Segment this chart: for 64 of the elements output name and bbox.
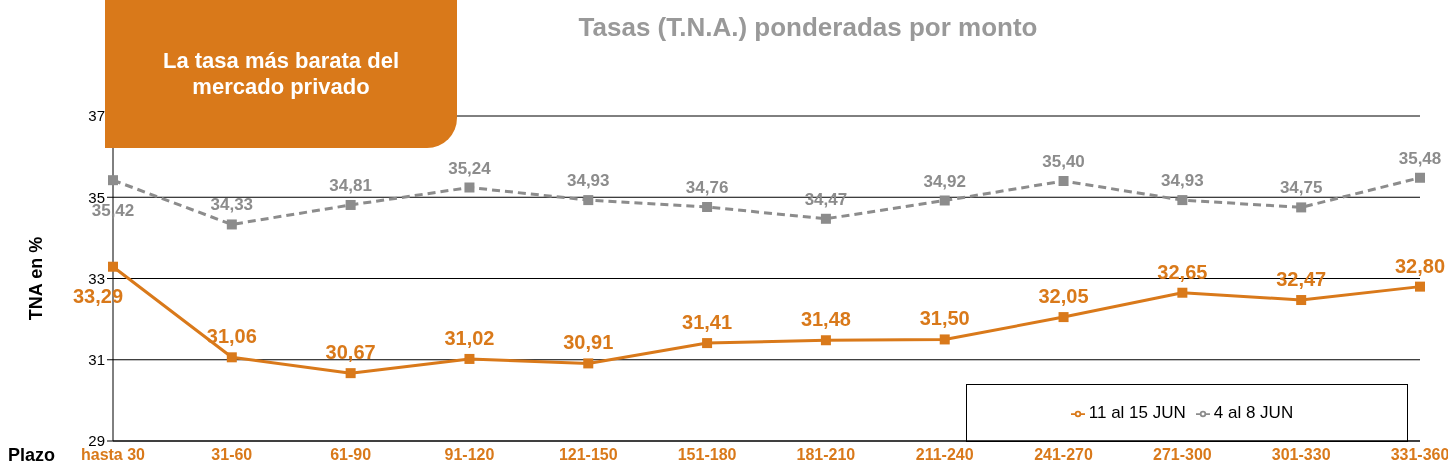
point [702, 202, 713, 212]
point [226, 352, 237, 363]
point [1177, 287, 1188, 298]
x-axis-title: Plazo [8, 445, 56, 466]
x-tick-label: 331-360 [1390, 446, 1449, 464]
data-label: 34,92 [923, 171, 966, 191]
data-label: 31,50 [919, 307, 970, 330]
data-label: 31,06 [206, 325, 257, 348]
y-tick-label: 33 [88, 269, 105, 287]
data-label: 32,05 [1038, 285, 1089, 308]
x-tick-label: 121-150 [558, 446, 618, 464]
point [702, 338, 713, 349]
data-label: 30,91 [563, 331, 614, 354]
point [939, 195, 950, 206]
point [1058, 312, 1069, 323]
data-label: 31,41 [682, 311, 733, 334]
data-label: 34,75 [1279, 178, 1323, 198]
point [1415, 172, 1425, 183]
point [939, 334, 950, 345]
data-label: 34,93 [567, 171, 610, 191]
point [1296, 202, 1307, 213]
point [1058, 176, 1069, 186]
point [1296, 295, 1307, 306]
x-tick-label: 271-300 [1153, 446, 1212, 464]
data-label: 35,48 [1398, 148, 1442, 168]
data-label: 30,67 [325, 341, 376, 364]
x-tick-label: 61-90 [330, 446, 372, 464]
x-tick-label: 91-120 [444, 446, 495, 464]
point [583, 195, 594, 206]
y-tick-label: 37 [88, 107, 105, 125]
data-label: 32,80 [1394, 254, 1446, 277]
data-label: 35,40 [1042, 152, 1085, 171]
point [1415, 281, 1425, 292]
x-tick-label: 181-210 [796, 446, 856, 464]
y-tick-label: 31 [88, 351, 105, 369]
point [464, 182, 475, 193]
data-label: 31,02 [444, 326, 495, 349]
legend-label: 11 al 15 JUN [1088, 403, 1186, 422]
chart-title: Tasas (T.N.A.) ponderadas por monto [577, 12, 1039, 43]
x-tick-label: 151-180 [677, 446, 737, 464]
x-tick-label: 211-240 [915, 446, 974, 464]
point [345, 368, 356, 379]
x-tick-label: 301-330 [1271, 446, 1331, 464]
data-label: 32,65 [1157, 260, 1208, 283]
data-label: 35,24 [448, 158, 492, 178]
data-label: 34,76 [685, 178, 729, 197]
data-label: 31,48 [800, 308, 851, 331]
point [1177, 195, 1188, 206]
point [226, 219, 237, 230]
data-label: 34,81 [329, 175, 372, 195]
point [820, 213, 831, 224]
x-tick-label: 241-270 [1034, 446, 1094, 464]
point [108, 261, 118, 272]
callout-box: La tasa más barata del mercado privado [105, 0, 457, 148]
data-label: 34,33 [210, 195, 254, 215]
point [583, 358, 594, 369]
point [345, 199, 356, 210]
point [108, 175, 118, 186]
point [820, 335, 831, 346]
data-label: 34,93 [1161, 171, 1204, 191]
y-axis-title: TNA en % [26, 236, 47, 321]
x-tick-label: 31-60 [211, 446, 253, 464]
point [464, 353, 475, 364]
legend-label: 4 al 8 JUN [1213, 403, 1294, 422]
